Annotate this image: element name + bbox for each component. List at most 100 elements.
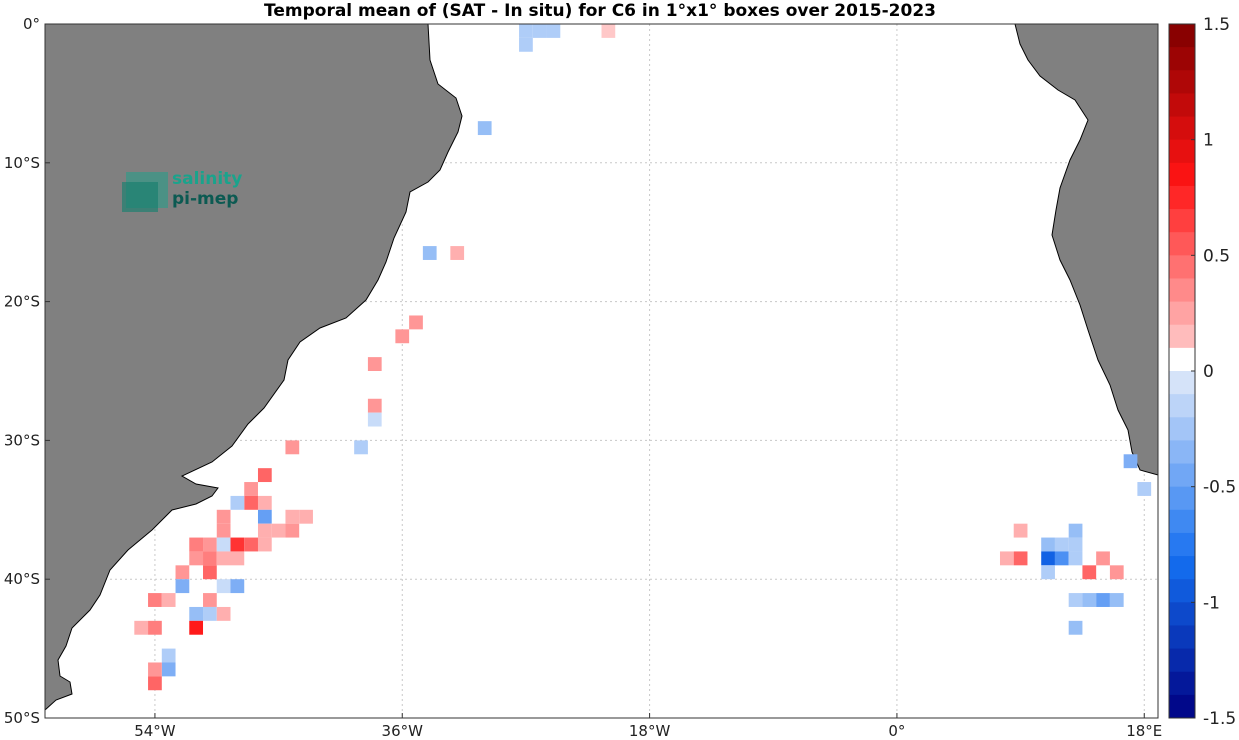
data-cell	[175, 565, 190, 580]
data-cell	[450, 246, 465, 260]
colorbar-tick-label: 1	[1203, 131, 1214, 151]
data-cell	[519, 24, 533, 38]
data-cell	[203, 551, 217, 566]
map-frame	[44, 23, 1159, 719]
colorbar-segment	[1169, 463, 1195, 488]
latitude-ticks: 0° 10°S 20°S 30°S 40°S 50°S	[4, 15, 50, 727]
chart-title: Temporal mean of (SAT - In situ) for C6 …	[264, 1, 936, 21]
data-cell	[189, 551, 204, 566]
data-cell	[1041, 537, 1055, 552]
colorbar-segment	[1169, 486, 1195, 511]
data-cell	[1096, 551, 1110, 566]
data-cell	[148, 662, 162, 677]
lon-tick-label: 18°W	[629, 722, 671, 740]
data-cell	[257, 509, 272, 524]
data-cell	[1041, 565, 1055, 580]
data-cell	[519, 37, 533, 52]
colorbar-segment	[1169, 232, 1195, 256]
data-cell	[203, 565, 217, 580]
data-cell	[354, 440, 368, 455]
data-cell	[230, 579, 245, 594]
data-cell	[285, 509, 300, 524]
data-cell	[601, 24, 616, 38]
data-cell	[1082, 593, 1097, 607]
lon-tick-label: 18°E	[1126, 722, 1162, 740]
lon-tick-label: 54°W	[134, 722, 176, 740]
colorbar-segment	[1169, 694, 1195, 719]
colorbar-segment	[1169, 625, 1195, 650]
data-cell	[257, 537, 272, 552]
colorbar-segment	[1169, 417, 1195, 441]
colorbar-segment	[1169, 24, 1195, 48]
colorbar-segment	[1169, 185, 1195, 210]
data-cells	[134, 24, 1152, 691]
data-cell	[1109, 593, 1124, 607]
colorbar-segment	[1169, 93, 1195, 118]
data-cell	[216, 523, 231, 538]
colorbar-tick-label: -0.5	[1203, 478, 1236, 498]
lon-tick-label: 0°	[888, 722, 905, 740]
colorbar-segment	[1169, 301, 1195, 326]
data-cell	[244, 482, 258, 496]
colorbar-tick-label: 0	[1203, 362, 1214, 382]
data-cell	[230, 495, 245, 510]
colorbar-segment	[1169, 648, 1195, 673]
data-cell	[999, 551, 1014, 566]
data-cell	[271, 523, 286, 538]
data-cell	[244, 495, 258, 510]
colorbar-tick-label: -1	[1203, 593, 1220, 613]
data-cell	[1054, 537, 1069, 552]
data-cell	[216, 509, 231, 524]
data-cell	[1068, 551, 1083, 566]
colorbar-segment	[1169, 139, 1195, 164]
data-cell	[1123, 454, 1138, 469]
data-cell	[189, 606, 204, 621]
data-cell	[1096, 593, 1110, 607]
data-cell	[257, 468, 272, 483]
data-cell	[148, 620, 162, 635]
data-cell	[203, 606, 217, 621]
data-cell	[477, 121, 492, 136]
colorbar-segment	[1169, 532, 1195, 557]
lat-tick-label: 0°	[23, 15, 40, 33]
data-cell	[1109, 565, 1124, 580]
data-cell	[1068, 620, 1083, 635]
colorbar-segment	[1169, 579, 1195, 603]
colorbar-segment	[1169, 278, 1195, 303]
data-cell	[257, 495, 272, 510]
colorbar-segment	[1169, 324, 1195, 349]
data-cell	[230, 537, 245, 552]
lat-tick-label: 50°S	[4, 709, 40, 727]
colorbar-segment	[1169, 509, 1195, 534]
data-cell	[216, 579, 231, 594]
colorbar-segment	[1169, 162, 1195, 187]
data-cell	[257, 523, 272, 538]
logo-mark-front	[122, 182, 158, 212]
colorbar-segment	[1169, 602, 1195, 626]
colorbar-tick-label: 1.5	[1203, 15, 1230, 35]
data-cell	[1041, 551, 1055, 566]
data-cell	[285, 523, 300, 538]
lat-tick-label: 20°S	[4, 293, 40, 311]
colorbar-segment	[1169, 371, 1195, 395]
data-cell	[216, 606, 231, 621]
data-cell	[285, 440, 300, 455]
data-cell	[1013, 523, 1028, 538]
data-cell	[546, 24, 561, 38]
salinity-pimep-logo: salinity pi-mep	[122, 169, 242, 212]
data-cell	[1082, 565, 1097, 580]
colorbar-segment	[1169, 440, 1195, 465]
data-cell	[161, 662, 176, 677]
data-cell	[161, 648, 176, 663]
lat-tick-label: 30°S	[4, 431, 40, 449]
africa-land	[1014, 23, 1159, 476]
data-cell	[161, 593, 176, 607]
data-cell	[1068, 537, 1083, 552]
colorbar-segment	[1169, 556, 1195, 580]
data-cell	[367, 412, 382, 427]
data-cell	[175, 579, 190, 594]
colorbar-segment	[1169, 70, 1195, 94]
data-cell	[216, 551, 231, 566]
data-cell	[1137, 482, 1152, 496]
